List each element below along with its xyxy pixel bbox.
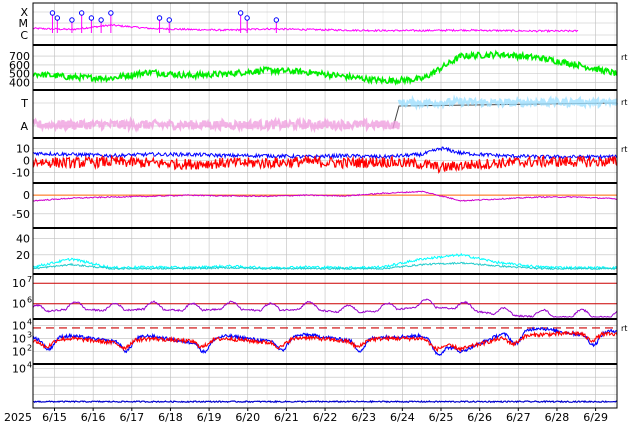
high-energy-flux-line bbox=[32, 399, 618, 404]
x-tick-label: 6/22 bbox=[313, 411, 338, 424]
y-tick-exponent: 2 bbox=[27, 344, 32, 353]
x-tick-label: 6/21 bbox=[274, 411, 299, 424]
y-tick-label: 700 bbox=[9, 50, 30, 63]
y-tick-label: M bbox=[19, 17, 29, 30]
y-tick-label: 20 bbox=[16, 249, 30, 262]
y-tick-label: T bbox=[20, 97, 28, 110]
flare-marker bbox=[166, 17, 172, 23]
panel-high-energy-flux: 10 4 bbox=[12, 360, 617, 395]
y-tick-label: C bbox=[20, 29, 28, 42]
y-tick-label: 10 bbox=[12, 319, 26, 332]
proton-flux-line-b bbox=[32, 330, 618, 353]
x-tick-label: 6/16 bbox=[81, 411, 106, 424]
kp-line-b bbox=[32, 261, 618, 271]
sector-away-band bbox=[32, 115, 401, 134]
flare-marker bbox=[88, 15, 95, 21]
x-tick-label: 6/27 bbox=[506, 411, 531, 424]
x-tick-label: 6/24 bbox=[390, 411, 415, 424]
y-tick-label: 400 bbox=[9, 77, 30, 90]
bt-line bbox=[32, 146, 618, 161]
bz-line bbox=[32, 154, 618, 174]
y-tick-label: 0 bbox=[23, 189, 30, 202]
x-tick-label: 6/18 bbox=[158, 411, 183, 424]
y-tick-label: 600 bbox=[9, 59, 30, 72]
xray-flux-line bbox=[32, 23, 579, 33]
y-tick-label: X bbox=[20, 6, 28, 19]
y-tick-exponent: 7 bbox=[27, 275, 32, 284]
electron-flux-line bbox=[32, 298, 618, 318]
flare-marker bbox=[98, 17, 104, 23]
flare-marker bbox=[69, 17, 75, 23]
proton-flux-line-a bbox=[32, 326, 618, 357]
flare-marker bbox=[49, 10, 56, 16]
panel-right-label: rt bbox=[621, 324, 627, 333]
flare-marker bbox=[237, 10, 244, 16]
y-tick-exponent: 6 bbox=[27, 296, 32, 305]
x-tick-label: 6/26 bbox=[467, 411, 492, 424]
y-tick-label: 10 bbox=[16, 142, 30, 155]
kp-line-a bbox=[32, 252, 618, 271]
y-tick-label: 10 bbox=[12, 362, 26, 375]
y-tick-label: 10 bbox=[12, 277, 26, 290]
y-tick-exponent: 4 bbox=[27, 317, 32, 326]
y-tick-label: -10 bbox=[12, 167, 30, 180]
y-tick-label: 0 bbox=[23, 155, 30, 168]
flare-marker bbox=[108, 10, 114, 16]
y-tick-label: -50 bbox=[12, 208, 30, 221]
x-tick-label: 6/17 bbox=[119, 411, 144, 424]
y-tick-label: 10 bbox=[12, 346, 26, 359]
flare-marker bbox=[78, 10, 85, 16]
dst-line bbox=[32, 190, 618, 202]
year-label: 2025 bbox=[4, 411, 32, 424]
x-tick-label: 6/19 bbox=[197, 411, 222, 424]
y-tick-label: 500 bbox=[9, 68, 30, 81]
x-tick-label: 6/15 bbox=[42, 411, 67, 424]
y-tick-label: 10 bbox=[12, 298, 26, 311]
wind-speed-line bbox=[32, 49, 618, 86]
flare-marker bbox=[273, 17, 280, 23]
panel-right-label: rt bbox=[621, 98, 627, 107]
x-tick-label: 6/29 bbox=[583, 411, 608, 424]
x-tick-label: 6/20 bbox=[235, 411, 260, 424]
flare-marker bbox=[244, 15, 250, 21]
y-tick-exponent: 3 bbox=[27, 331, 32, 340]
flare-marker bbox=[156, 15, 163, 21]
sector-toward-band bbox=[397, 94, 619, 111]
x-tick-label: 6/25 bbox=[429, 411, 454, 424]
y-tick-label: A bbox=[20, 120, 28, 133]
y-tick-label: 40 bbox=[16, 233, 30, 246]
flare-marker bbox=[54, 15, 61, 21]
panel-right-label: rt bbox=[621, 145, 627, 154]
y-tick-exponent: 4 bbox=[27, 360, 32, 369]
y-tick-label: 10 bbox=[12, 333, 26, 346]
panel-right-label: rt bbox=[621, 53, 627, 62]
x-tick-label: 6/23 bbox=[351, 411, 376, 424]
x-tick-label: 6/28 bbox=[545, 411, 570, 424]
